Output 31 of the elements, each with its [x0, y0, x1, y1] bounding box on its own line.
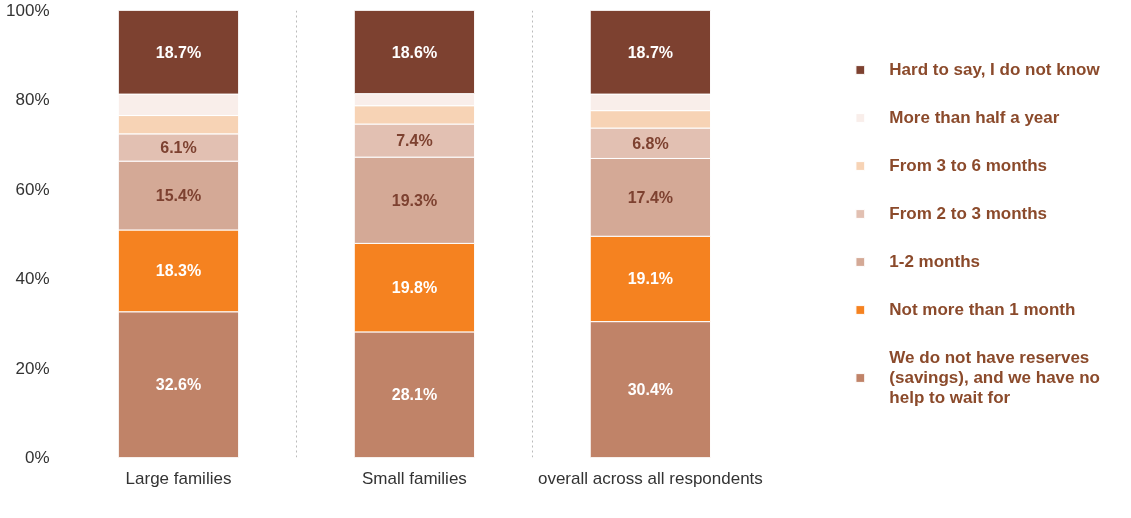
data-label: 19.3% — [391, 191, 438, 209]
data-label: 7.4% — [396, 132, 433, 150]
legend-label: More than half a year — [889, 107, 1060, 128]
legend-label: 1-2 months — [889, 251, 981, 272]
x-tick-label: overall across all respondents — [537, 468, 763, 488]
data-label: 6.8% — [632, 134, 669, 152]
y-tick-label: 20% — [15, 358, 50, 378]
legend-label: From 2 to 3 months — [889, 203, 1048, 224]
data-label: 6.1% — [160, 139, 197, 157]
data-label: 19.1% — [627, 270, 674, 288]
data-label: 17.4% — [627, 188, 674, 206]
data-label: 18.7% — [627, 43, 674, 61]
data-label: 30.4% — [627, 381, 674, 399]
legend-label: From 3 to 6 months — [889, 155, 1048, 176]
data-label: 18.6% — [391, 43, 438, 61]
data-label: 18.3% — [155, 262, 202, 280]
data-label: 19.8% — [391, 279, 438, 297]
y-tick-label: 80% — [15, 90, 50, 110]
legend-label: Hard to say, I do not know — [889, 59, 1100, 80]
x-tick-label: Small families — [362, 468, 467, 488]
y-tick-label: 100% — [6, 1, 50, 20]
y-tick-label: 0% — [24, 448, 50, 467]
y-tick-label: 60% — [15, 179, 50, 199]
data-label: 18.7% — [155, 43, 202, 61]
legend-label: Not more than 1 month — [889, 299, 1076, 320]
legend-label: We do not have reserves (savings), and we have no help to wait for — [889, 347, 1100, 408]
y-tick-label: 40% — [15, 269, 50, 289]
data-label: 32.6% — [155, 376, 202, 394]
data-label: 15.4% — [155, 187, 202, 205]
x-tick-label: Large families — [125, 468, 232, 488]
data-label: 28.1% — [391, 386, 438, 404]
